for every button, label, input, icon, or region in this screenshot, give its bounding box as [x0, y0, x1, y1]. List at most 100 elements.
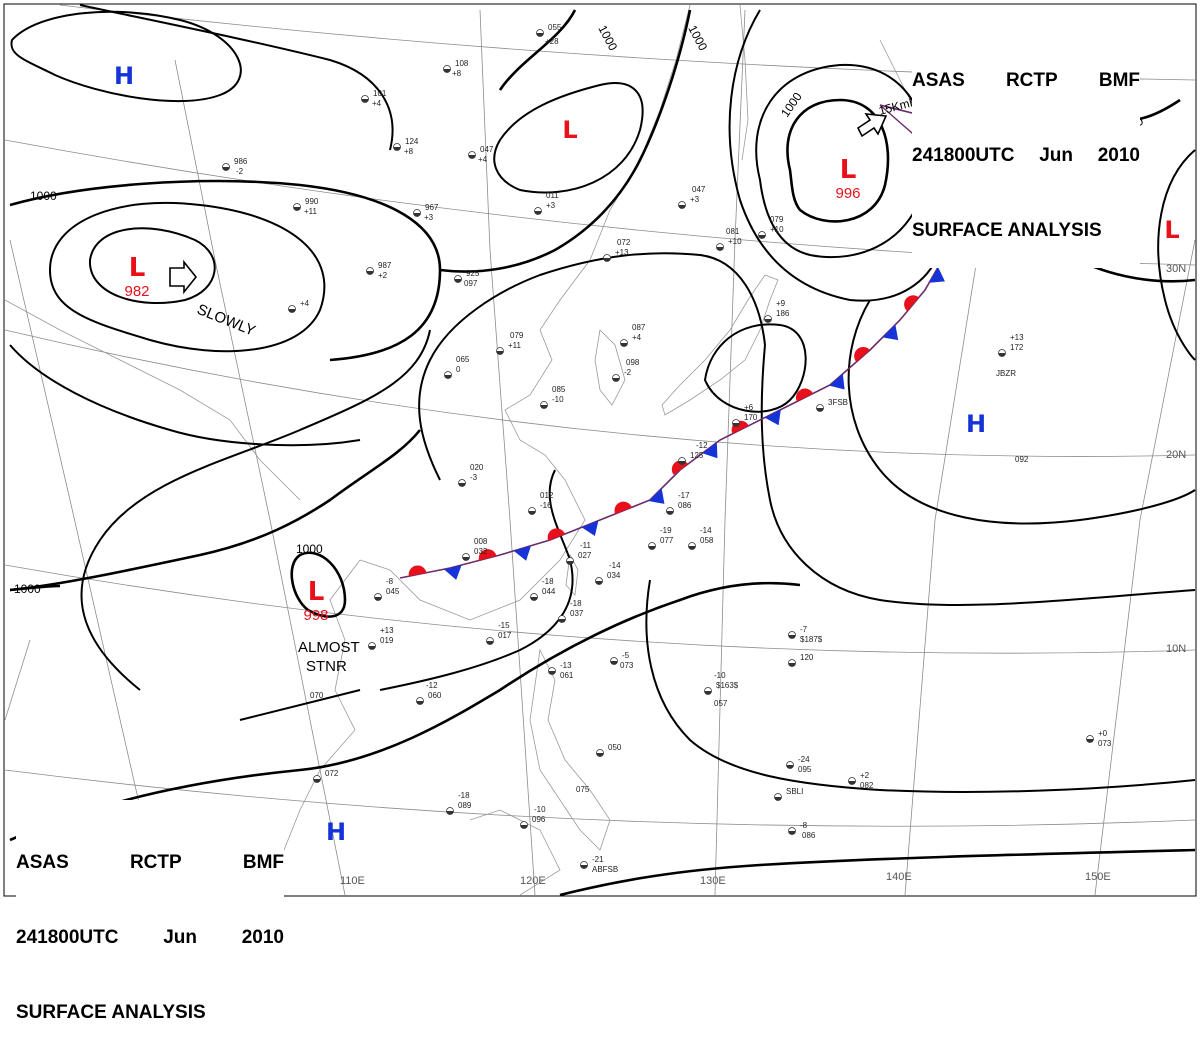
station-reading: ABFSB — [592, 865, 618, 874]
station-reading: 075 — [576, 785, 590, 794]
isobar-north-1000a — [498, 9, 577, 91]
isobar-taiwan-arc — [239, 689, 361, 721]
station-cloud-cover-icon — [443, 69, 451, 73]
station-reading: +13 — [380, 626, 394, 635]
station-cloud-cover-icon — [704, 691, 712, 695]
high-center-symbol: H — [966, 410, 986, 438]
latitude-label: 30N — [1166, 263, 1186, 275]
header-top: ASAS RCTP BMF 241800UTC Jun 2010 SURFACE ANA… — [912, 18, 1140, 268]
movement-arrows — [169, 113, 888, 295]
isobar-north-1000b — [439, 9, 692, 273]
coast-taiwan — [565, 553, 579, 596]
station-reading: -5 — [622, 651, 630, 660]
station-reading: -8 — [800, 821, 808, 830]
station-reading: +8 — [404, 147, 414, 156]
station-cloud-cover-icon — [288, 309, 296, 313]
station-reading: 108 — [455, 59, 469, 68]
station-reading: +2 — [860, 771, 870, 780]
station-reading: -17 — [678, 491, 690, 500]
isobar-pacific-1 — [760, 344, 1196, 607]
warm-front-semicircle — [478, 549, 497, 561]
high-center-symbol: H — [114, 62, 134, 90]
isobar-left-1000-l — [9, 584, 61, 592]
station-cloud-cover-icon — [788, 663, 796, 667]
station-reading: 008 — [474, 537, 488, 546]
station-reading: -10 — [552, 395, 564, 404]
station-cloud-cover-icon — [374, 597, 382, 601]
station-reading: 086 — [678, 501, 692, 510]
warm-front-semicircle — [408, 565, 427, 577]
isobar-1000-south — [9, 429, 422, 592]
station-reading: 017 — [498, 631, 512, 640]
station-reading: 012 — [540, 491, 554, 500]
station-reading: +13 — [615, 248, 629, 257]
cold-front-triangle — [764, 409, 781, 426]
latitude-labels: 30N 20N 10N — [1166, 263, 1186, 655]
parallel-0 — [4, 769, 1196, 827]
station-reading: 027 — [578, 551, 592, 560]
station-reading: -12 — [696, 441, 708, 450]
isobar-south-main — [9, 581, 801, 842]
station-reading: 967 — [425, 203, 439, 212]
header-top-code: BMF — [1098, 70, 1140, 91]
isobar-east-central — [847, 299, 1196, 525]
station-reading: +13 — [1010, 333, 1024, 342]
station-reading: +2 — [378, 271, 388, 280]
station-reading: 987 — [378, 261, 392, 270]
isobar-west-big — [9, 344, 361, 447]
header-bottom-month: Jun — [163, 927, 197, 948]
longitude-label: 150E — [1085, 871, 1111, 883]
latitude-label: 10N — [1166, 643, 1186, 655]
movement-arrow-icon — [169, 259, 198, 295]
station-reading: 089 — [458, 801, 472, 810]
station-reading: -2 — [624, 368, 632, 377]
station-reading: 087 — [632, 323, 646, 332]
station-cloud-cover-icon — [774, 797, 782, 801]
isobar-nw-outer — [79, 4, 394, 151]
station-cloud-cover-icon — [496, 351, 504, 355]
isobar-low982-inner — [88, 227, 216, 304]
station-reading: 990 — [305, 197, 319, 206]
station-reading: -15 — [498, 621, 510, 630]
cold-front-triangle — [702, 442, 718, 459]
station-reading: -14 — [609, 561, 621, 570]
isobar-value-label: 1000 — [296, 542, 323, 556]
movement-arrow-icon — [856, 113, 888, 138]
station-reading: -18 — [542, 577, 554, 586]
station-reading: 098 — [626, 358, 640, 367]
station-cloud-cover-icon — [678, 461, 686, 465]
isobar-low996-inner — [786, 98, 890, 223]
station-reading: +4 — [478, 155, 488, 164]
meridian-130e — [714, 9, 746, 896]
isobar-value-label: 1000 — [30, 189, 57, 203]
station-reading: +10 — [770, 225, 784, 234]
station-reading: 055 — [548, 23, 562, 32]
station-cloud-cover-icon — [580, 865, 588, 869]
center-pressure-value: 982 — [124, 283, 149, 300]
station-cloud-cover-icon — [468, 155, 476, 159]
station-reading: 032 — [474, 547, 488, 556]
station-reading: 047 — [692, 185, 706, 194]
station-cloud-cover-icon — [678, 205, 686, 209]
station-reading: -21 — [592, 855, 604, 864]
station-cloud-cover-icon — [566, 561, 574, 565]
longitude-label: 130E — [700, 875, 726, 887]
station-cloud-cover-icon — [612, 378, 620, 382]
header-top-time: 241800UTC — [912, 145, 1015, 166]
meridian-90e — [4, 639, 31, 721]
station-reading: -7 — [800, 625, 808, 634]
station-cloud-cover-icon — [393, 147, 401, 151]
station-cloud-cover-icon — [786, 765, 794, 769]
header-top-agency: ASAS — [912, 70, 965, 91]
station-reading: -2 — [236, 167, 244, 176]
parallel-10n — [4, 564, 1196, 654]
isobar-equator — [559, 848, 1196, 897]
station-cloud-cover-icon — [610, 661, 618, 665]
cold-front-triangle — [929, 267, 945, 283]
station-reading: 079 — [510, 331, 524, 340]
station-cloud-cover-icon — [530, 597, 538, 601]
station-cloud-cover-icon — [732, 423, 740, 427]
low-center-symbol: L — [840, 155, 857, 185]
warm-front-semicircle — [614, 501, 632, 514]
low-center-symbol: L — [129, 253, 146, 283]
